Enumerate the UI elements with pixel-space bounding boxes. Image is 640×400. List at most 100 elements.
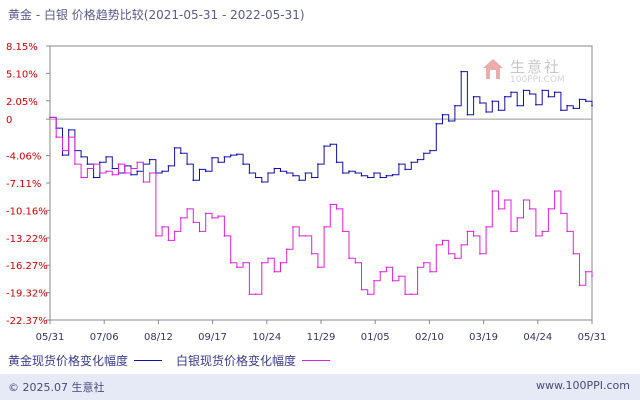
data-point: [217, 161, 219, 164]
data-point: [74, 163, 76, 165]
data-point: [366, 293, 369, 296]
x-tick-label: 05/31: [578, 332, 607, 343]
data-point: [211, 157, 213, 159]
data-point: [329, 143, 332, 146]
data-point: [304, 172, 307, 174]
data-point: [404, 168, 406, 171]
data-point: [510, 91, 512, 93]
data-point: [111, 167, 114, 170]
data-point: [391, 280, 394, 282]
data-point: [186, 163, 188, 165]
data-point: [99, 161, 101, 164]
data-point: [335, 208, 338, 210]
data-point: [323, 226, 325, 228]
data-point: [130, 167, 132, 170]
data-point: [373, 280, 375, 282]
data-point: [354, 172, 357, 174]
data-point: [354, 262, 357, 264]
data-point: [80, 156, 82, 158]
data-point: [553, 190, 556, 192]
data-point: [441, 113, 444, 116]
data-point: [360, 288, 363, 291]
data-point: [423, 262, 425, 264]
data-point: [342, 230, 344, 233]
data-point: [560, 212, 562, 215]
watermark-name: 生意社: [510, 58, 562, 76]
y-tick-label: 8.15%: [6, 42, 38, 53]
y-tick-label: -10.16%: [6, 206, 48, 217]
data-point: [192, 179, 195, 181]
data-point: [285, 172, 288, 174]
y-tick-label: -4.06%: [6, 152, 41, 163]
data-point: [180, 217, 182, 219]
data-point: [360, 174, 363, 177]
x-tick-label: 07/06: [90, 332, 119, 343]
data-point: [485, 226, 487, 228]
data-point: [61, 149, 64, 152]
data-point: [479, 253, 481, 255]
x-tick-label: 04/24: [523, 332, 552, 343]
data-point: [124, 172, 126, 174]
legend-silver-line: [302, 360, 331, 361]
data-point: [279, 262, 282, 264]
data-point: [86, 163, 89, 165]
data-point: [292, 174, 294, 177]
data-point: [279, 170, 282, 172]
data-point: [317, 163, 319, 165]
data-point: [92, 176, 95, 179]
data-point: [504, 95, 506, 98]
series-line: [50, 116, 593, 295]
data-point: [136, 161, 138, 164]
data-point: [366, 176, 369, 179]
y-tick-label: 2.05%: [6, 97, 38, 108]
data-point: [441, 239, 444, 242]
data-point: [541, 89, 543, 92]
data-point: [136, 170, 138, 172]
data-point: [229, 262, 232, 264]
site-link[interactable]: www.100PPI.com: [536, 379, 630, 392]
watermark-url: 100PPI.COM: [510, 75, 565, 85]
data-point: [67, 129, 70, 131]
data-point: [273, 271, 276, 273]
data-point: [304, 235, 307, 237]
data-point: [423, 152, 425, 155]
data-point: [447, 253, 450, 255]
data-point: [223, 156, 226, 158]
legend-gold-line: [134, 360, 163, 361]
y-tick-label: -22.37%: [6, 316, 48, 327]
data-point: [223, 235, 226, 237]
data-point: [535, 104, 537, 106]
data-point: [155, 235, 157, 237]
legend-gold-label: 黄金现货价格变化幅度: [8, 354, 129, 368]
line-chart: 8.15% 5.10% 2.05% 0 -4.06% -7.11% -10.16% -13.2…: [6, 42, 607, 343]
data-point: [161, 170, 163, 172]
data-point: [398, 275, 400, 278]
data-point: [379, 271, 382, 273]
data-point: [585, 271, 587, 273]
data-point: [454, 257, 456, 260]
data-point: [192, 221, 195, 224]
series-lines: [49, 70, 593, 296]
data-point: [454, 104, 456, 107]
data-point: [578, 284, 581, 287]
data-point: [261, 262, 263, 264]
silver-series: [49, 116, 593, 296]
data-point: [416, 266, 419, 269]
data-point: [61, 154, 64, 156]
data-point: [541, 230, 543, 233]
y-tick-label: 0: [6, 115, 12, 126]
data-point: [285, 248, 288, 251]
x-tick-label: 05/31: [36, 332, 65, 343]
data-point: [528, 93, 531, 95]
data-point: [298, 235, 301, 237]
data-point: [167, 239, 170, 242]
data-point: [460, 244, 463, 246]
data-point: [410, 293, 413, 296]
data-point: [342, 172, 344, 174]
data-point: [161, 226, 163, 228]
data-point: [373, 172, 375, 174]
y-tick-label: -13.22%: [6, 234, 48, 245]
data-point: [92, 163, 95, 165]
data-point: [317, 266, 319, 269]
data-point: [491, 190, 494, 192]
